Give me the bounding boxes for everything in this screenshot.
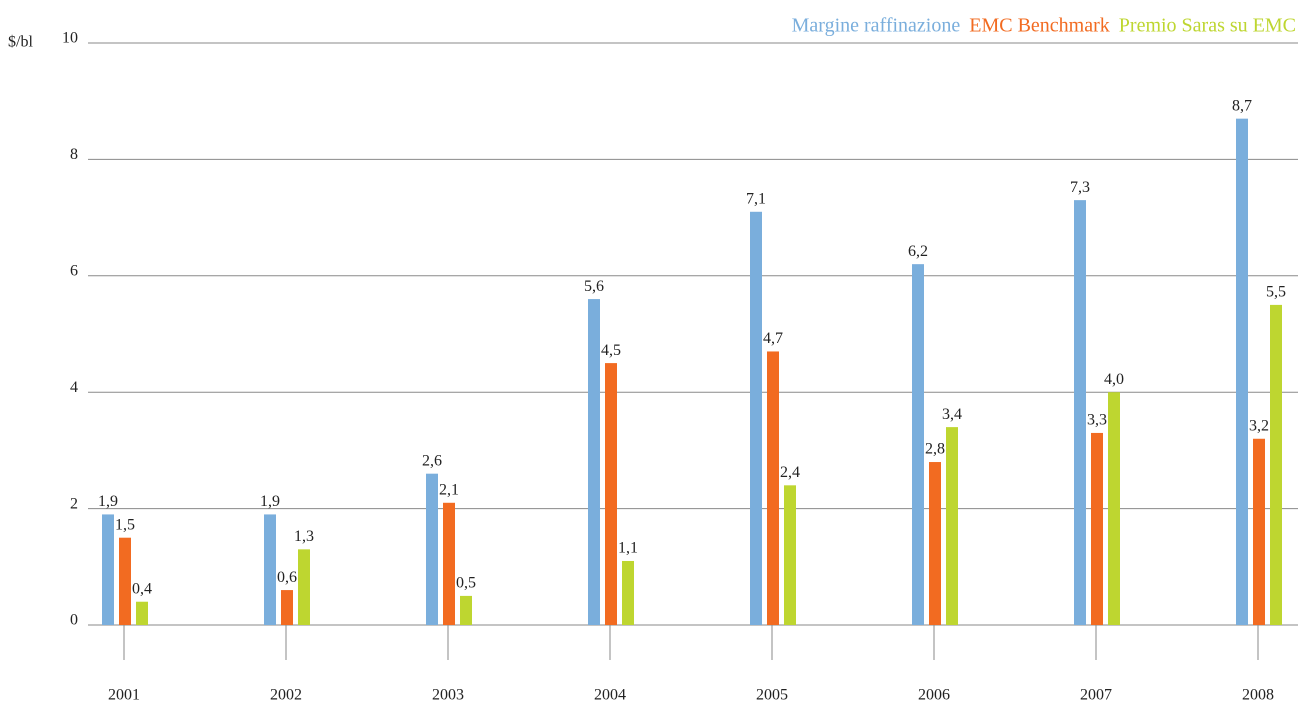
value-label: 4,5 [601, 342, 621, 359]
bar [767, 351, 779, 625]
value-label: 1,9 [260, 493, 280, 510]
value-label: 0,6 [277, 569, 297, 586]
x-tick-label: 2001 [108, 687, 140, 702]
x-tick-label: 2002 [270, 687, 302, 702]
bar [1270, 304, 1282, 625]
bar [460, 595, 472, 625]
bar [281, 590, 293, 625]
value-label: 0,5 [456, 575, 476, 592]
y-tick-label: 4 [70, 379, 78, 396]
x-tick-label: 2003 [432, 687, 464, 702]
bar [622, 560, 634, 625]
legend-entry: EMC Benchmark [969, 15, 1110, 37]
legend-entry: Margine raffinazione [792, 15, 961, 37]
y-tick-label: 2 [70, 495, 78, 512]
bar [136, 601, 148, 625]
bar [1091, 432, 1103, 625]
value-label: 4,7 [763, 330, 783, 347]
value-label: 1,1 [618, 540, 638, 557]
value-label: 8,7 [1232, 97, 1252, 114]
value-label: 2,4 [780, 464, 800, 481]
x-tick-label: 2006 [918, 687, 950, 702]
value-label: 2,6 [422, 452, 442, 469]
value-label: 1,3 [294, 528, 314, 545]
bar [946, 427, 958, 625]
value-label: 2,8 [925, 441, 945, 458]
bar [1074, 200, 1086, 625]
y-tick-label: 10 [62, 30, 78, 47]
bar [102, 514, 114, 625]
bar [443, 502, 455, 625]
bar [929, 462, 941, 625]
value-label: 6,2 [908, 243, 928, 260]
bar [750, 211, 762, 625]
y-tick-label: 8 [70, 146, 78, 163]
x-tick-label: 2005 [756, 687, 788, 702]
bar [605, 363, 617, 625]
bar [1236, 118, 1248, 625]
bar [588, 299, 600, 625]
value-label: 7,3 [1070, 179, 1090, 196]
bar [1108, 392, 1120, 625]
value-label: 3,3 [1087, 412, 1107, 429]
x-tick-label: 2004 [594, 687, 626, 702]
x-tick-label: 2008 [1242, 687, 1274, 702]
legend-entry: Premio Saras su EMC [1119, 15, 1296, 37]
legend: Premio Saras su EMC EMC Benchmark Margine … [792, 15, 1296, 37]
value-label: 1,5 [115, 516, 135, 533]
value-label: 0,4 [132, 580, 152, 597]
value-label: 1,9 [98, 493, 118, 510]
value-label: 3,4 [942, 406, 962, 423]
bar [119, 537, 131, 625]
value-label: 5,5 [1266, 284, 1286, 301]
x-tick-label: 2007 [1080, 687, 1112, 702]
value-label: 7,1 [746, 190, 766, 207]
bar [912, 264, 924, 625]
value-label: 5,6 [584, 278, 604, 295]
value-label: 2,1 [439, 481, 459, 498]
value-label: 3,2 [1249, 417, 1269, 434]
bar [426, 473, 438, 625]
bar [264, 514, 276, 625]
value-label: 4,0 [1104, 371, 1124, 388]
y-tick-label: 6 [70, 262, 78, 279]
y-tick-label: 0 [70, 612, 78, 629]
bar [784, 485, 796, 625]
bar [1253, 438, 1265, 625]
bar [298, 549, 310, 625]
y-unit: $/bl [8, 34, 33, 51]
